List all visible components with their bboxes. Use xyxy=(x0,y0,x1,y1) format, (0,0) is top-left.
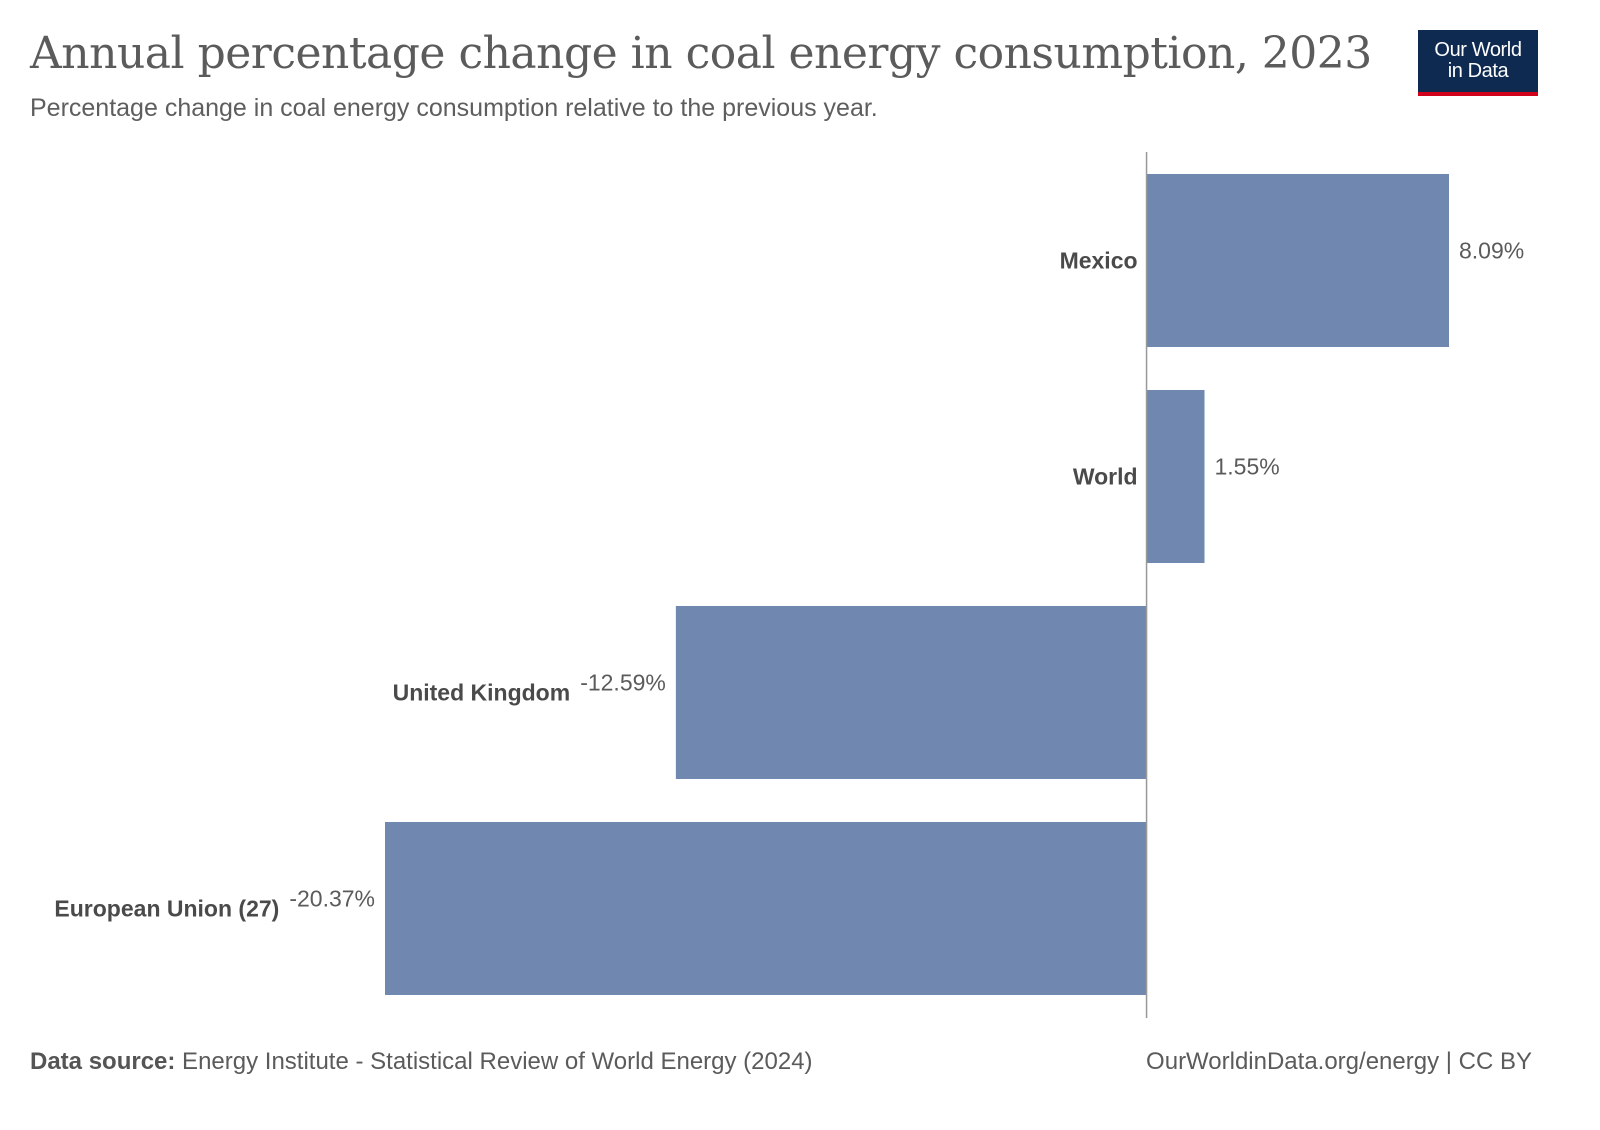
chart-subtitle: Percentage change in coal energy consump… xyxy=(30,94,878,122)
bar-world[interactable] xyxy=(1146,390,1205,563)
value-label: 1.55% xyxy=(1214,454,1279,480)
value-label: -20.37% xyxy=(289,886,375,912)
category-label: World xyxy=(1073,464,1138,490)
category-label: Mexico xyxy=(1060,248,1138,274)
data-source-label: Data source: xyxy=(30,1048,176,1075)
bar-mexico[interactable] xyxy=(1146,174,1449,347)
value-label: -12.59% xyxy=(580,670,666,696)
license-link[interactable]: OurWorldinData.org/energy | CC BY xyxy=(1146,1048,1532,1075)
labels-group: 8.09% Mexico 1.55% World -12.59% United Kingd… xyxy=(54,238,1524,922)
logo-line-2: in Data xyxy=(1447,60,1509,82)
bars-group xyxy=(385,174,1449,995)
bar-european-union-27[interactable] xyxy=(385,822,1147,995)
bar-chart: 8.09% Mexico 1.55% World -12.59% United Kingd… xyxy=(54,152,1524,1018)
category-label: United Kingdom xyxy=(393,680,571,706)
bar-united-kingdom[interactable] xyxy=(675,606,1147,779)
data-source: Data source: Energy Institute - Statisti… xyxy=(30,1048,813,1076)
category-label: European Union (27) xyxy=(54,896,279,922)
chart-title: Annual percentage change in coal energy … xyxy=(30,28,1372,79)
value-label: 8.09% xyxy=(1459,238,1524,264)
data-source-text[interactable]: Energy Institute - Statistical Review of… xyxy=(175,1048,813,1075)
logo-line-1: Our World xyxy=(1434,39,1522,61)
owid-logo[interactable]: Our World in Data xyxy=(1418,30,1538,96)
